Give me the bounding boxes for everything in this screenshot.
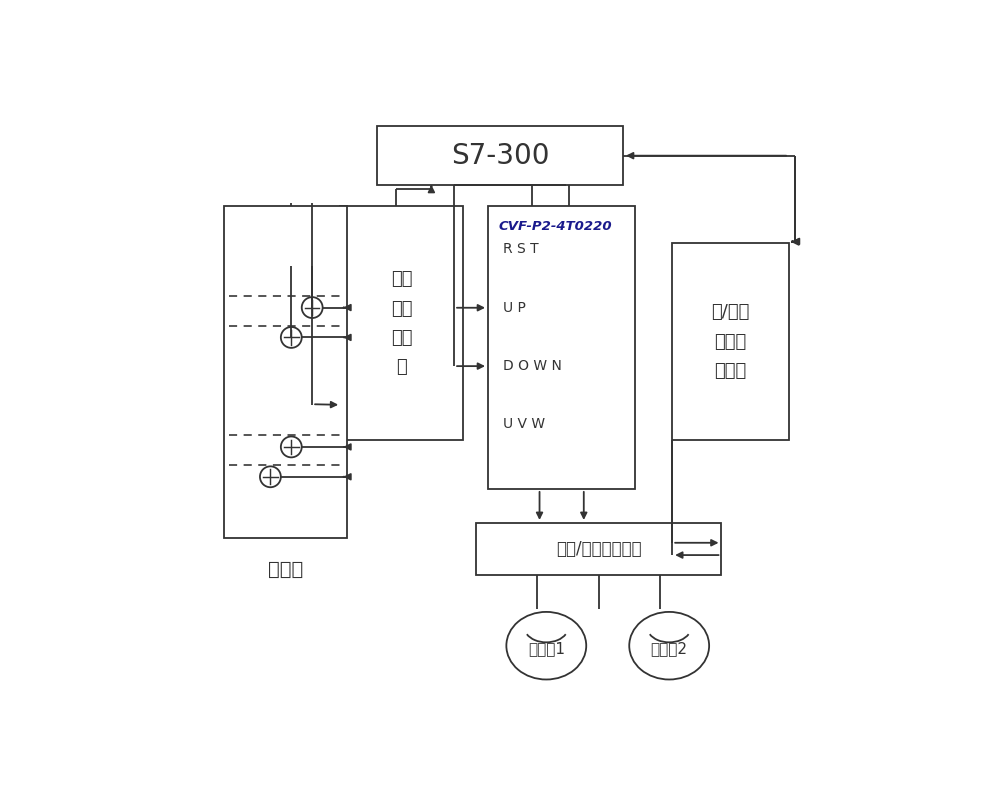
Text: 污水泵1: 污水泵1 (528, 642, 565, 657)
Text: R S T: R S T (503, 243, 539, 256)
Bar (476, 523, 721, 575)
Bar (488, 207, 635, 489)
Bar (340, 207, 463, 440)
Bar (224, 207, 347, 538)
Text: 水位
检测
控制
器: 水位 检测 控制 器 (391, 271, 413, 376)
Bar (672, 243, 789, 440)
Ellipse shape (629, 612, 709, 680)
Text: 污水泵2: 污水泵2 (651, 642, 688, 657)
Text: CVF-P2-4T0220: CVF-P2-4T0220 (499, 220, 613, 233)
Text: 工/变频
切换控
制电路: 工/变频 切换控 制电路 (711, 303, 750, 380)
Text: S7-300: S7-300 (451, 142, 549, 170)
Text: D O W N: D O W N (503, 359, 562, 373)
Text: 变频/工频切换电路: 变频/工频切换电路 (556, 540, 641, 558)
Text: U V W: U V W (503, 417, 545, 432)
Text: U P: U P (503, 301, 526, 314)
Text: 沉淀池: 沉淀池 (268, 559, 303, 579)
Bar (377, 127, 623, 185)
Ellipse shape (506, 612, 586, 680)
